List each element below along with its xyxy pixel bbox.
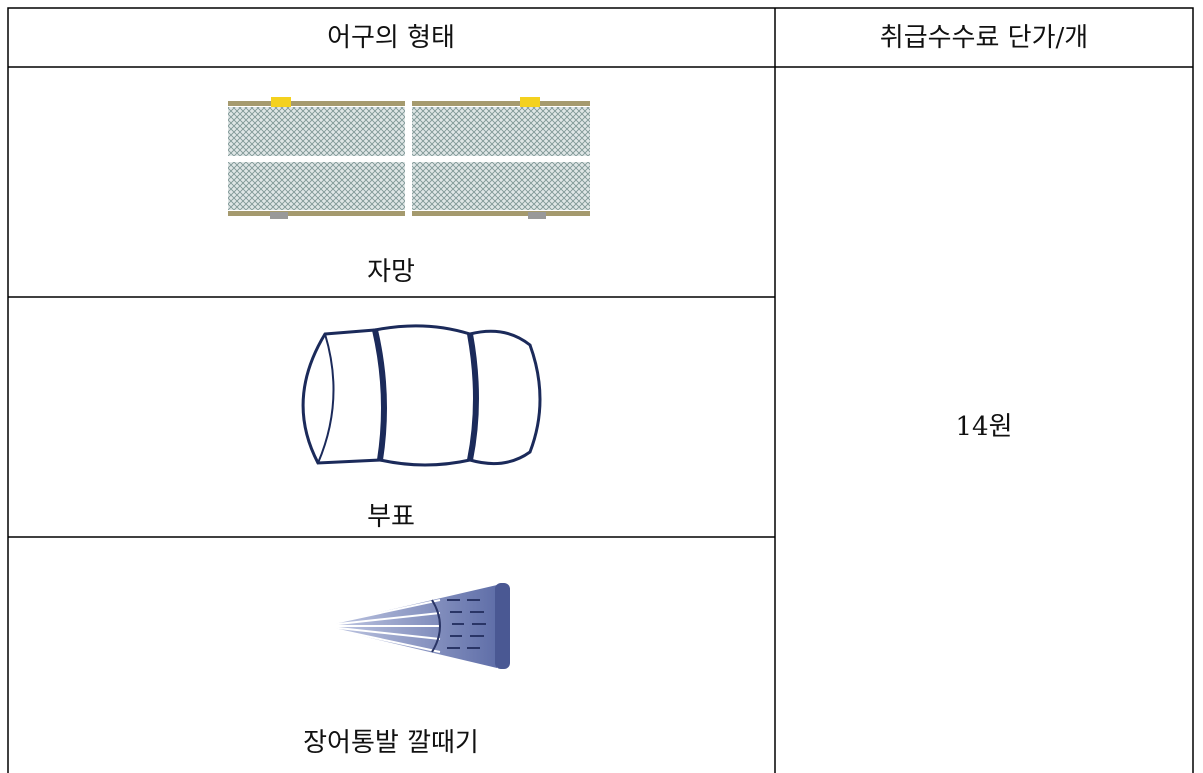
funnel-image xyxy=(319,583,510,669)
buoy-image xyxy=(301,324,542,467)
row-label: 부표 xyxy=(367,502,415,532)
gill-net-image xyxy=(228,97,590,219)
fee: 14원 xyxy=(955,412,1012,442)
header-cell: 취급수수료 단가/개 xyxy=(880,23,1088,53)
row-label: 자망 xyxy=(367,257,415,287)
header-cell: 어구의 형태 xyxy=(327,23,455,53)
table-grid xyxy=(7,7,1194,773)
row-label: 장어통발 깔때기 xyxy=(303,728,479,758)
